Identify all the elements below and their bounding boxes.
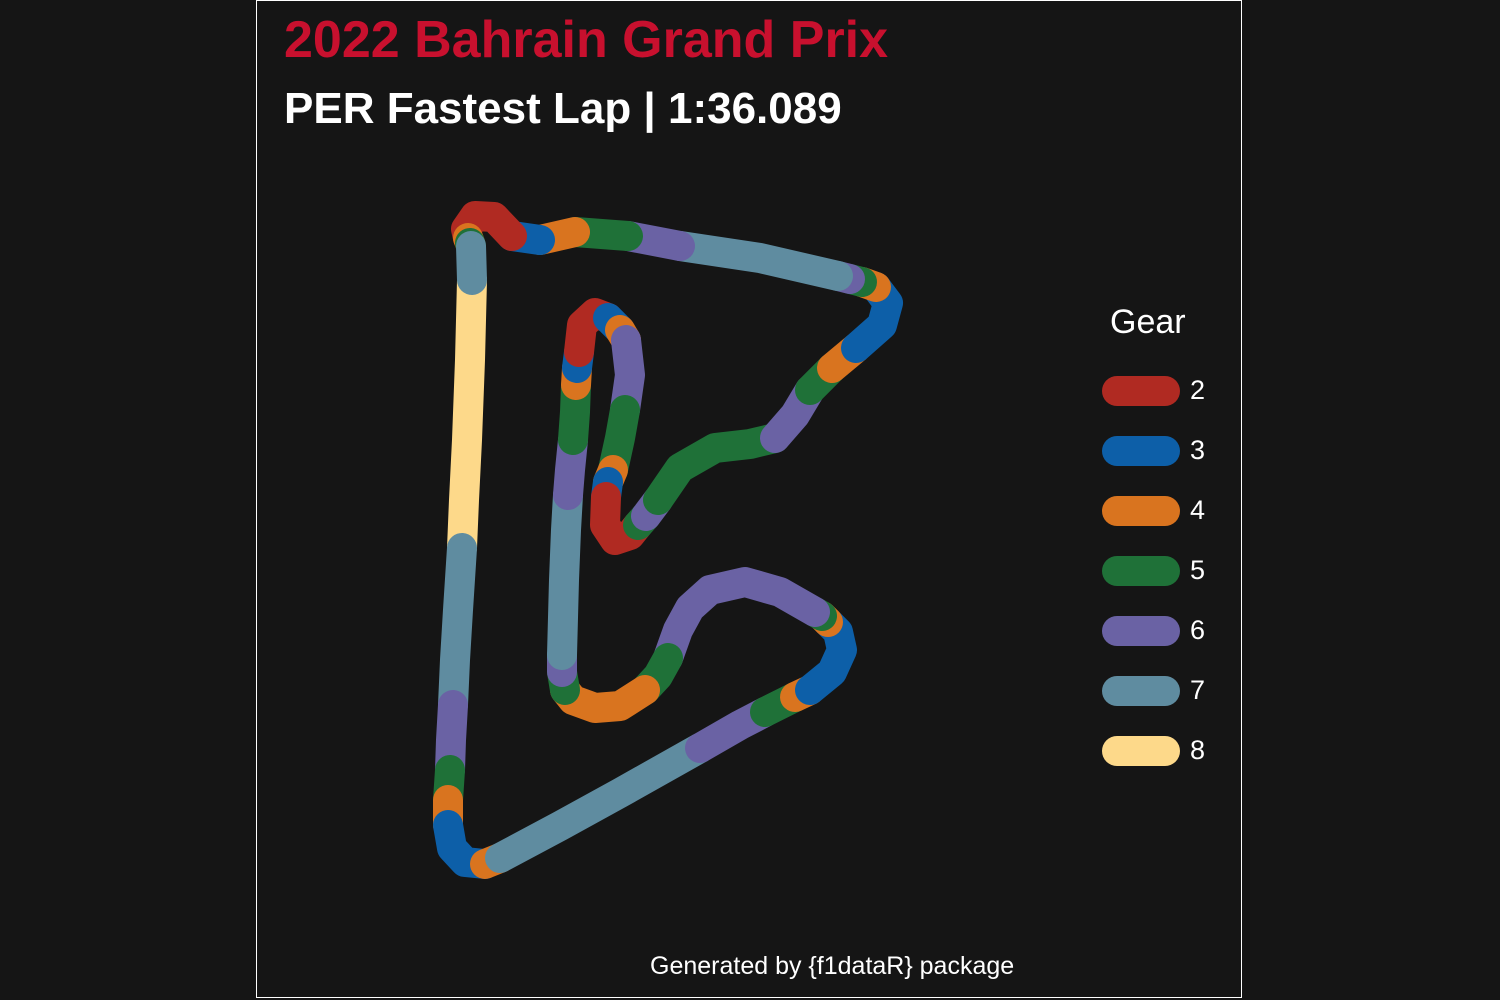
legend-label-gear-5: 5 <box>1190 555 1206 585</box>
legend-label-gear-2: 2 <box>1190 375 1206 405</box>
track-segment-gear-7 <box>438 533 477 720</box>
legend-key-gear-2 <box>1102 376 1180 406</box>
chart-title: 2022 Bahrain Grand Prix <box>284 11 889 69</box>
legend-item-gear-2: 2 <box>1100 372 1230 408</box>
track-segment-gear-8 <box>447 265 487 563</box>
legend-item-gear-5: 5 <box>1100 552 1230 588</box>
track-segment-gear-7 <box>456 231 487 295</box>
legend-item-gear-7: 7 <box>1100 672 1230 708</box>
legend-item-gear-8: 8 <box>1100 732 1230 768</box>
legend-key-gear-6 <box>1102 616 1180 646</box>
track-segment-gear-5 <box>643 423 790 515</box>
legend-item-gear-6: 6 <box>1100 612 1230 648</box>
chart-subtitle: PER Fastest Lap | 1:36.089 <box>284 84 842 133</box>
legend-label-gear-3: 3 <box>1190 435 1206 465</box>
track-segment-gear-7 <box>665 231 853 291</box>
legend-key-gear-4 <box>1102 496 1180 526</box>
legend-key-gear-7 <box>1102 676 1180 706</box>
legend-item-gear-4: 4 <box>1100 492 1230 528</box>
plot-panel <box>256 0 1242 998</box>
legend-item-gear-3: 3 <box>1100 432 1230 468</box>
legend-title: Gear <box>1110 303 1186 341</box>
legend-key-gear-3 <box>1102 436 1180 466</box>
legend-key-gear-5 <box>1102 556 1180 586</box>
legend-key-gear-8 <box>1102 736 1180 766</box>
legend-label-gear-8: 8 <box>1190 735 1206 765</box>
legend-label-gear-7: 7 <box>1190 675 1206 705</box>
track-segment-gear-7 <box>485 733 715 873</box>
legend-label-gear-6: 6 <box>1190 615 1206 645</box>
track-segment-gear-6 <box>653 567 830 673</box>
track-segment-gear-7 <box>547 480 583 670</box>
legend-label-gear-4: 4 <box>1190 495 1206 525</box>
caption: Generated by {f1dataR} package <box>650 952 1015 980</box>
